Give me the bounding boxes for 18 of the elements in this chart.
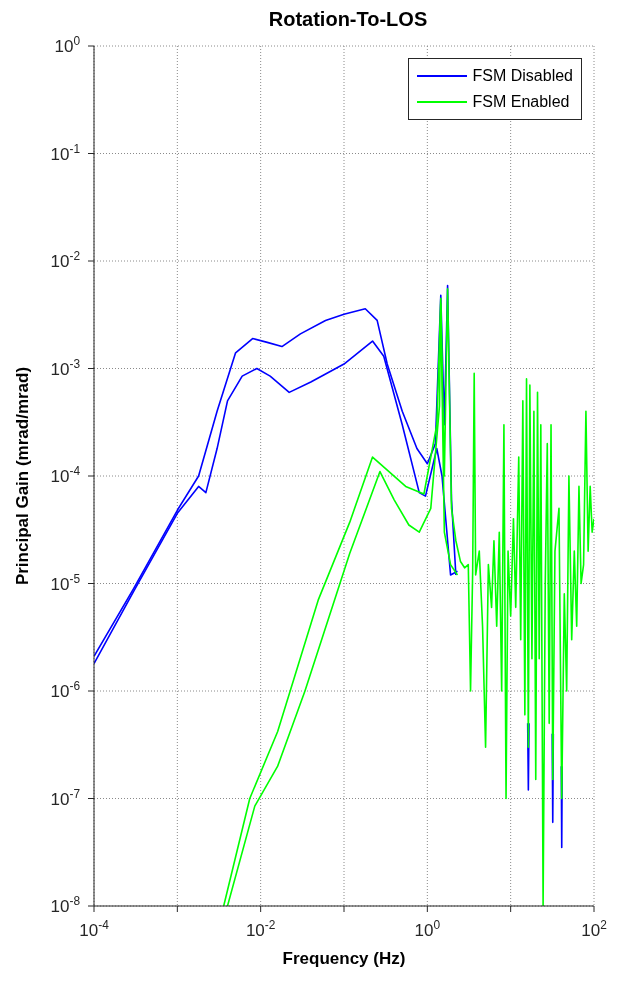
y-tick-label: 10$^{-5}$ xyxy=(50,571,81,594)
y-axis-title: Principal Gain (mrad/mrad) xyxy=(13,366,33,586)
x-tick-label: 10$^{0}$ xyxy=(414,918,441,940)
legend-label: FSM Disabled xyxy=(472,66,573,86)
y-tick-label: 10$^{-3}$ xyxy=(50,356,81,379)
x-axis-title: Frequency (Hz) xyxy=(282,949,406,968)
y-tick-label: 10$^{-2}$ xyxy=(50,249,81,271)
x-tick-label: 10$^{-2}$ xyxy=(245,918,276,940)
y-tick-label: 10$^{-6}$ xyxy=(50,679,81,701)
legend-label: FSM Enabled xyxy=(472,92,570,112)
x-tick-label: 10$^{-4}$ xyxy=(79,918,110,940)
y-tick-label: 10$^{-4}$ xyxy=(50,464,81,486)
y-tick-label: 10$^{0}$ xyxy=(54,34,81,56)
y-tick-label: 10$^{-8}$ xyxy=(50,894,81,916)
y-tick-label: 10$^{-1}$ xyxy=(50,141,81,164)
x-tick-label: 10$^{2}$ xyxy=(581,918,608,940)
y-tick-label: 10$^{-7}$ xyxy=(50,786,81,809)
chart-title: Rotation-To-LOS xyxy=(268,8,428,30)
